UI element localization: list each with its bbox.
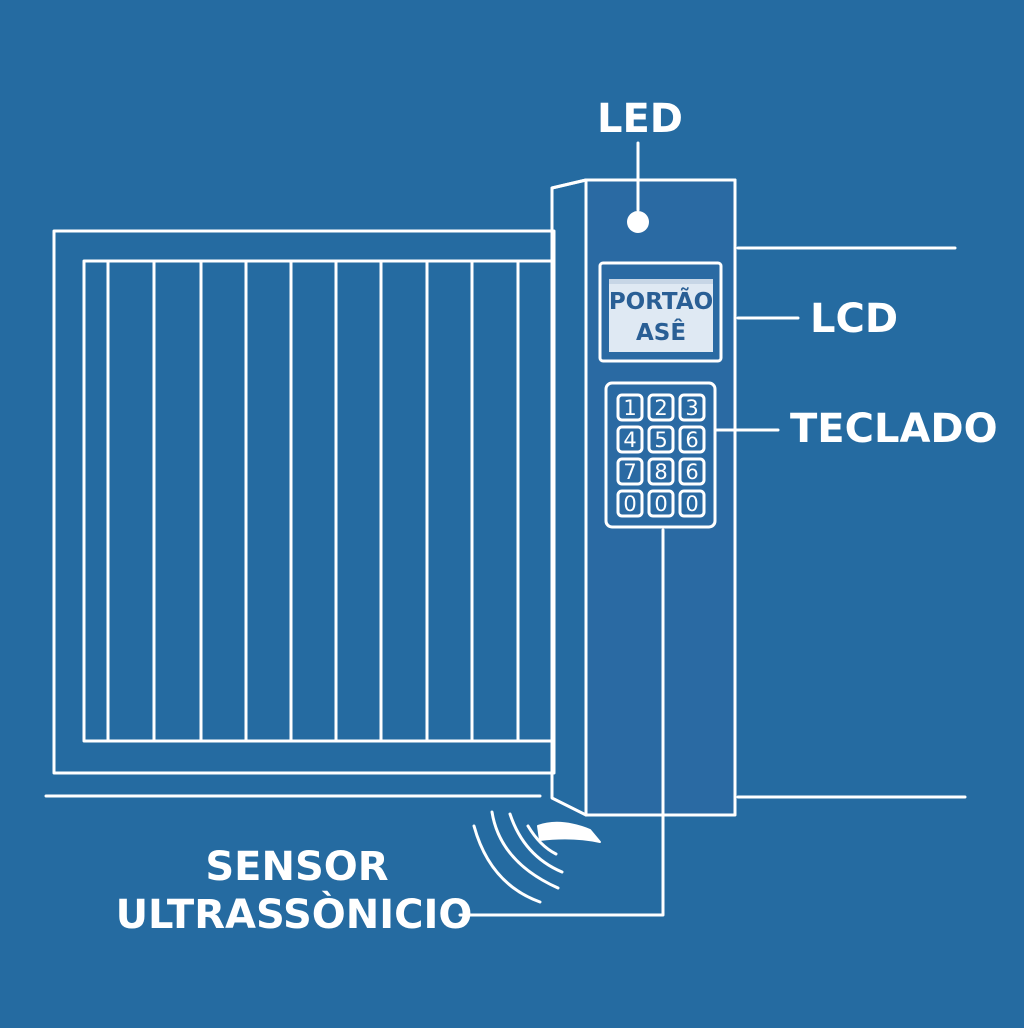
lcd-label: LCD	[810, 296, 898, 342]
keypad-key-label: 6	[685, 428, 698, 452]
lcd-screen-topbar	[609, 279, 713, 284]
keypad-label: TECLADO	[790, 406, 998, 452]
keypad-key[interactable]: 6	[678, 425, 706, 454]
gate-inner-frame	[82, 259, 556, 743]
sensor-leader-line	[458, 528, 665, 917]
gate-outer-frame	[52, 229, 556, 775]
signal-waves-icon	[472, 810, 564, 904]
keypad-key-label: 7	[623, 460, 636, 484]
lcd-line-2: ASÊ	[636, 318, 686, 346]
lcd-screen	[609, 279, 713, 352]
led-indicator-icon	[627, 211, 649, 233]
keypad-key-box	[647, 457, 675, 486]
keypad-key-box	[616, 393, 644, 422]
keypad-frame	[604, 381, 717, 529]
keypad-key-box	[678, 457, 706, 486]
keypad-key[interactable]: 5	[647, 425, 675, 454]
sensor-label-line-1: SENSOR	[205, 844, 388, 890]
keypad-key[interactable]: 3	[678, 393, 706, 422]
post-side-face	[550, 178, 588, 817]
keypad-key-label: 3	[685, 396, 698, 420]
lcd-line-1: PORTÃO	[609, 287, 713, 315]
keypad-key-label: 8	[654, 460, 667, 484]
sensor-label-line-2: ULTRASSÒNICIO	[116, 890, 473, 938]
lcd-frame	[598, 261, 723, 363]
keypad-key-box	[616, 489, 644, 518]
keypad-key-box	[678, 489, 706, 518]
keypad-key[interactable]: 0	[616, 489, 644, 518]
keypad-key-box	[647, 393, 675, 422]
keypad-key[interactable]: 4	[616, 425, 644, 454]
keypad-key-label: 2	[654, 396, 667, 420]
keypad-key-label: 4	[623, 428, 636, 452]
keypad-key-box	[647, 489, 675, 518]
keypad-key[interactable]: 0	[647, 489, 675, 518]
keypad-key-label: 0	[623, 492, 636, 516]
keypad-key[interactable]: 1	[616, 393, 644, 422]
keypad-key-box	[678, 425, 706, 454]
keypad-key[interactable]: 8	[647, 457, 675, 486]
keypad-key[interactable]: 6	[678, 457, 706, 486]
keypad-key-box	[678, 393, 706, 422]
gate-bars	[106, 259, 520, 743]
led-label: LED	[597, 96, 683, 142]
keypad-key-box	[616, 457, 644, 486]
keypad-key-box	[616, 425, 644, 454]
keypad-key[interactable]: 7	[616, 457, 644, 486]
ultrasonic-sensor-icon	[537, 821, 601, 843]
keypad-key-label: 6	[685, 460, 698, 484]
keypad-keys: 1 2 34 5 67 8 60 0 0	[616, 393, 706, 518]
keypad-key-label: 5	[654, 428, 667, 452]
keypad-key-label: 0	[654, 492, 667, 516]
keypad-key[interactable]: 0	[678, 489, 706, 518]
keypad-key-label: 1	[623, 396, 636, 420]
keypad-key-label: 0	[685, 492, 698, 516]
keypad-key-box	[647, 425, 675, 454]
keypad-key[interactable]: 2	[647, 393, 675, 422]
